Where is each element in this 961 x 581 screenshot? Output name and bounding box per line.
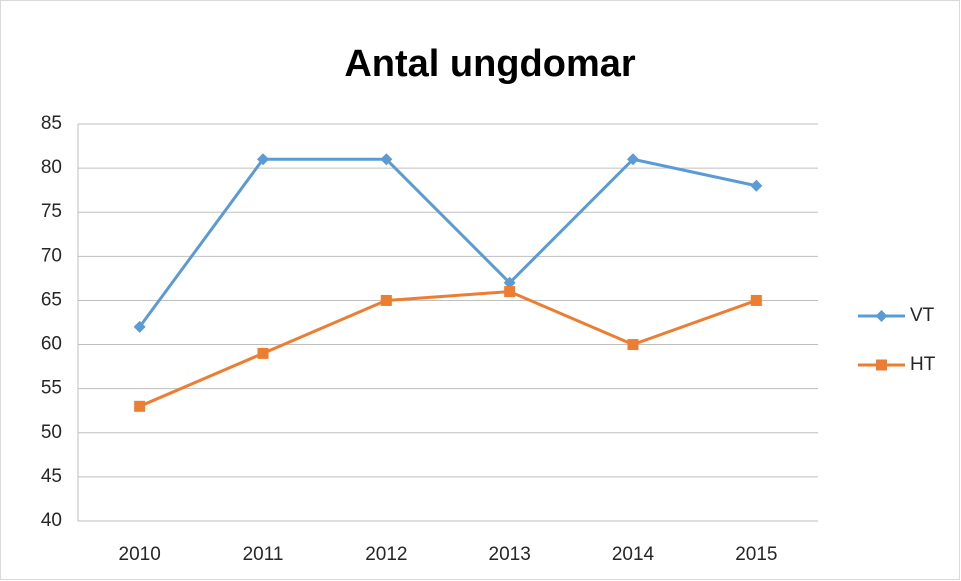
marker	[380, 294, 392, 306]
x-tick-label: 2013	[489, 544, 531, 565]
marker	[257, 347, 269, 359]
marker	[875, 310, 888, 322]
y-tick-label: 75	[41, 201, 62, 222]
marker	[750, 294, 762, 306]
marker	[134, 400, 146, 412]
x-tick-label: 2014	[612, 544, 655, 565]
marker	[627, 339, 639, 351]
marker	[257, 153, 269, 166]
y-tick-label: 60	[41, 334, 62, 355]
marker	[627, 153, 639, 166]
marker	[380, 153, 393, 166]
x-tick-label: 2010	[119, 544, 161, 565]
series-line	[139, 290, 757, 408]
legend-label: HT	[910, 354, 936, 375]
x-tick-label: 2015	[735, 544, 777, 565]
y-tick-label: 85	[41, 113, 62, 134]
y-tick-label: 55	[41, 378, 62, 399]
y-tick-label: 40	[41, 510, 62, 531]
marker	[504, 286, 516, 298]
y-tick-label: 50	[41, 422, 62, 443]
marker	[750, 179, 763, 192]
x-tick-label: 2011	[243, 544, 284, 565]
legend-label: VT	[910, 305, 935, 326]
marker	[876, 359, 887, 371]
marker	[133, 320, 146, 333]
chart-title: Antal ungdomar	[344, 43, 636, 85]
y-tick-label: 65	[41, 289, 62, 310]
x-tick-label: 2012	[365, 544, 407, 565]
series-line	[138, 157, 757, 328]
y-tick-label: 45	[41, 466, 62, 487]
y-tick-label: 70	[41, 245, 62, 266]
y-tick-label: 80	[41, 157, 62, 178]
marker	[503, 276, 516, 289]
